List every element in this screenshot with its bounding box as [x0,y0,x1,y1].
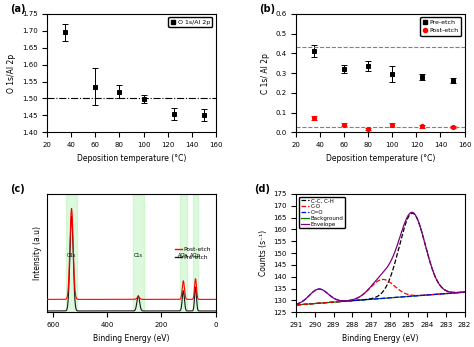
Envelope [409,210,415,214]
Y-axis label: C 1s/ Al 2p: C 1s/ Al 2p [261,53,270,94]
C-C, C-H [293,303,299,307]
Post-etch [64,296,69,301]
C-O [462,290,467,294]
Bar [193,194,198,312]
Bar [133,194,144,312]
C-C, C-H [367,297,373,301]
Background [367,297,373,302]
Pre-etch [45,309,50,313]
Line: Background: Background [296,292,465,305]
C=O [409,294,415,298]
C=O [362,298,367,302]
Text: (c): (c) [10,184,25,194]
Background [293,303,299,307]
C-O [367,286,373,290]
Post-etch [210,297,215,302]
X-axis label: Binding Energy (eV): Binding Energy (eV) [342,333,419,342]
Line: C-C, C-H: C-C, C-H [296,213,465,305]
Envelope [367,285,373,289]
Envelope [425,252,430,256]
C-C, C-H [409,211,415,215]
Envelope [462,290,467,294]
C-C, C-H [310,302,316,306]
C-C, C-H [425,252,430,256]
X-axis label: Binding Energy (eV): Binding Energy (eV) [93,333,170,342]
Y-axis label: Counts (s⁻¹): Counts (s⁻¹) [258,230,267,276]
Pre-etch [213,309,219,313]
Legend: O 1s/Al 2p: O 1s/Al 2p [168,17,212,27]
C-O [380,277,386,281]
C-O [428,293,434,297]
C-O [310,302,316,306]
Envelope [409,210,415,214]
Envelope [310,289,316,294]
Background [425,293,430,297]
C-C, C-H [462,290,467,294]
C=O [316,287,322,291]
Legend: Pre-etch, Post-etch: Pre-etch, Post-etch [420,17,461,36]
Pre-etch [117,309,122,313]
Y-axis label: Intensity (a.u): Intensity (a.u) [33,226,42,280]
Pre-etch [210,309,215,313]
Post-etch [213,297,219,302]
C=O [462,290,467,294]
C-C, C-H [428,262,434,266]
C-O [425,293,430,297]
Text: C1s: C1s [134,253,143,258]
X-axis label: Deposition temperature (°C): Deposition temperature (°C) [77,154,186,163]
Text: (a): (a) [10,3,26,14]
Background [428,293,433,297]
Pre-etch [191,299,197,304]
C-O [293,303,299,307]
C=O [428,293,434,297]
Line: C-O: C-O [296,279,465,305]
C-O [409,293,415,297]
X-axis label: Deposition temperature (°C): Deposition temperature (°C) [326,154,435,163]
C-C, C-H [410,211,415,215]
Pre-etch [64,308,69,312]
C=O [425,293,430,297]
Legend: Post-etch, Pre-etch: Post-etch, Pre-etch [173,245,213,261]
C-C, C-H [362,298,367,302]
Background [362,298,367,302]
Background [462,290,467,294]
Text: (b): (b) [259,3,275,14]
Text: Al2s: Al2s [178,253,189,258]
Post-etch [74,297,80,301]
Background [409,294,415,298]
Text: Al2p: Al2p [190,253,201,258]
Pre-etch [109,309,115,313]
Line: Envelope: Envelope [296,212,465,304]
Legend: C-C, C-H, C-O, C=O, Background, Envelope: C-C, C-H, C-O, C=O, Background, Envelope [299,197,346,228]
Envelope [293,302,299,306]
Text: O1s: O1s [67,253,76,258]
Line: Pre-etch: Pre-etch [47,217,216,311]
Post-etch [45,297,50,302]
C=O [368,297,374,302]
C-O [362,291,367,296]
Line: C=O: C=O [296,289,465,304]
Post-etch [109,297,115,302]
Post-etch [69,206,74,211]
Post-etch [191,289,197,293]
C=O [310,289,316,294]
C=O [293,302,299,306]
Envelope [362,291,367,295]
Envelope [428,262,434,266]
Text: (d): (d) [254,184,270,194]
Pre-etch [74,308,80,312]
Y-axis label: O 1s/Al 2p: O 1s/Al 2p [8,53,17,93]
Post-etch [117,297,122,302]
Bar [66,194,77,312]
Background [310,302,316,306]
Line: Post-etch: Post-etch [47,209,216,299]
Pre-etch [69,214,74,219]
Bar [180,194,187,312]
